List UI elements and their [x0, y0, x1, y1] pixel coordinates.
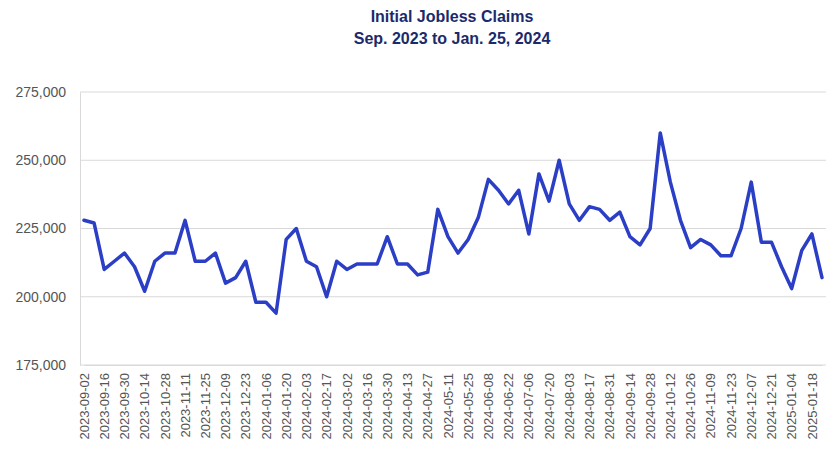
grid-line — [80, 92, 826, 93]
x-tick: 2023-10-14 — [137, 365, 152, 440]
x-tick: 2024-09-14 — [623, 365, 638, 440]
x-tick: 2024-05-25 — [461, 365, 476, 440]
x-tick: 2024-12-21 — [764, 365, 779, 440]
x-tick: 2024-05-11 — [441, 365, 456, 439]
x-tick-label: 2024-09-28 — [643, 373, 658, 440]
chart: Initial Jobless Claims Sep. 2023 to Jan. … — [0, 0, 840, 472]
x-tick: 2024-01-20 — [279, 365, 294, 440]
x-tick-label: 2024-03-30 — [380, 373, 395, 440]
x-tick-label: 2024-12-07 — [744, 373, 759, 440]
x-tick: 2023-11-11 — [178, 365, 193, 438]
x-tick: 2024-11-09 — [703, 365, 718, 439]
y-tick: 275,000 — [15, 84, 80, 100]
y-tick-label: 250,000 — [15, 152, 66, 168]
x-axis: 2023-09-02 2023-09-16 2023-09-30 2023-10-14… — [77, 365, 823, 440]
x-tick-label: 2024-11-23 — [724, 373, 739, 439]
x-tick-label: 2023-09-16 — [97, 373, 112, 440]
x-tick-label: 2024-07-06 — [521, 373, 536, 440]
y-axis: 175,000 200,000 225,000 250,000 275,000 — [15, 84, 80, 373]
line — [84, 133, 822, 313]
x-tick-label: 2024-01-06 — [259, 373, 274, 440]
x-tick: 2024-04-27 — [420, 365, 435, 440]
x-tick: 2024-03-16 — [360, 365, 375, 440]
x-tick: 2024-10-26 — [683, 365, 698, 440]
x-tick: 2024-07-20 — [542, 365, 557, 440]
x-tick: 2024-04-13 — [400, 365, 415, 440]
x-tick-label: 2024-05-11 — [441, 373, 456, 439]
x-tick-label: 2023-11-25 — [198, 373, 213, 439]
x-tick-label: 2024-02-03 — [299, 373, 314, 440]
grid-line — [80, 365, 826, 366]
y-tick-label: 175,000 — [15, 357, 66, 373]
x-tick: 2024-06-22 — [501, 365, 516, 440]
x-tick-label: 2024-04-13 — [400, 373, 415, 440]
x-tick: 2025-01-04 — [784, 365, 799, 440]
x-tick-label: 2024-03-16 — [360, 373, 375, 440]
x-tick: 2024-11-23 — [724, 365, 739, 439]
plot-area — [84, 133, 822, 313]
x-tick: 2024-06-08 — [481, 365, 496, 440]
x-tick-label: 2024-01-20 — [279, 373, 294, 440]
x-tick: 2025-01-18 — [805, 365, 820, 440]
x-tick-label: 2024-07-20 — [542, 373, 557, 440]
x-tick: 2024-03-30 — [380, 365, 395, 440]
x-tick-label: 2023-09-30 — [117, 373, 132, 440]
x-tick: 2023-12-09 — [218, 365, 233, 440]
x-tick: 2024-10-12 — [663, 365, 678, 440]
x-tick: 2024-03-02 — [340, 365, 355, 440]
x-tick: 2024-09-28 — [643, 365, 658, 440]
grid-line — [80, 296, 826, 297]
x-axis-line — [85, 365, 823, 366]
x-tick-label: 2023-12-23 — [238, 373, 253, 440]
x-tick-label: 2024-05-25 — [461, 373, 476, 440]
x-tick-label: 2024-09-14 — [623, 373, 638, 440]
x-tick: 2024-01-06 — [259, 365, 274, 440]
x-tick: 2024-08-31 — [602, 365, 617, 440]
x-tick: 2023-12-23 — [238, 365, 253, 440]
y-axis-line — [80, 93, 81, 366]
x-tick: 2023-09-30 — [117, 365, 132, 440]
x-tick: 2024-02-17 — [319, 365, 334, 440]
x-tick: 2023-09-16 — [97, 365, 112, 440]
x-tick: 2024-07-06 — [521, 365, 536, 440]
y-tick: 250,000 — [15, 152, 80, 168]
y-tick-label: 275,000 — [15, 84, 66, 100]
subtitle: Sep. 2023 to Jan. 25, 2024 — [354, 30, 551, 47]
x-tick-label: 2023-10-14 — [137, 373, 152, 440]
x-tick-label: 2024-10-12 — [663, 373, 678, 440]
x-tick: 2024-02-03 — [299, 365, 314, 440]
x-tick: 2023-11-25 — [198, 365, 213, 439]
x-tick-label: 2024-10-26 — [683, 373, 698, 440]
x-tick-label: 2024-08-17 — [582, 373, 597, 440]
y-tick: 175,000 — [15, 357, 80, 373]
x-tick: 2023-09-02 — [77, 365, 92, 440]
x-tick: 2024-08-03 — [562, 365, 577, 440]
y-tick: 225,000 — [15, 220, 80, 236]
x-tick-label: 2023-11-11 — [178, 373, 193, 438]
x-tick: 2024-08-17 — [582, 365, 597, 440]
x-tick-label: 2023-09-02 — [77, 373, 92, 440]
grid — [80, 92, 826, 365]
x-tick-label: 2025-01-18 — [805, 373, 820, 440]
x-tick-label: 2024-08-03 — [562, 373, 577, 440]
grid-line — [80, 228, 826, 229]
x-tick: 2023-10-28 — [158, 365, 173, 440]
x-tick-label: 2024-06-22 — [501, 373, 516, 440]
x-tick-label: 2024-08-31 — [602, 373, 617, 440]
grid-line — [80, 160, 826, 161]
x-tick-label: 2024-02-17 — [319, 373, 334, 440]
x-tick-label: 2024-03-02 — [340, 373, 355, 440]
x-tick-label: 2023-12-09 — [218, 373, 233, 440]
x-tick-label: 2024-11-09 — [703, 373, 718, 439]
y-tick: 200,000 — [15, 289, 80, 305]
x-tick: 2024-12-07 — [744, 365, 759, 440]
x-tick-label: 2024-12-21 — [764, 373, 779, 440]
y-tick-label: 225,000 — [15, 220, 66, 236]
y-tick-label: 200,000 — [15, 289, 66, 305]
x-tick-label: 2024-04-27 — [420, 373, 435, 440]
x-tick-label: 2025-01-04 — [784, 373, 799, 440]
x-tick-label: 2024-06-08 — [481, 373, 496, 440]
title: Initial Jobless Claims — [371, 8, 534, 25]
x-tick-label: 2023-10-28 — [158, 373, 173, 440]
